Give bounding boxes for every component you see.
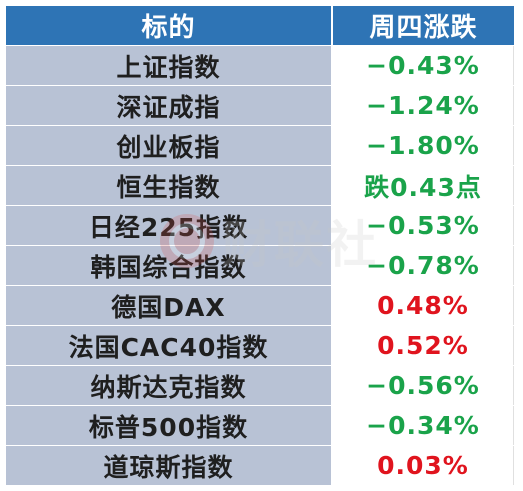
index-change-cell: 0.48% [333, 286, 514, 325]
table-row: 德国DAX 0.48% [6, 286, 514, 326]
index-name-cell: 法国CAC40指数 [6, 326, 333, 365]
index-name-cell: 深证成指 [6, 86, 333, 125]
header-change-cell: 周四涨跌 [333, 6, 514, 45]
index-change-cell: −0.56% [333, 366, 514, 405]
index-name-cell: 创业板指 [6, 126, 333, 165]
table-header-row: 标的 周四涨跌 [6, 6, 514, 46]
table-row: 纳斯达克指数 −0.56% [6, 366, 514, 406]
index-name-cell: 日经225指数 [6, 206, 333, 245]
index-change-cell: 0.03% [333, 446, 514, 485]
index-name-cell: 道琼斯指数 [6, 446, 333, 485]
index-name-cell: 恒生指数 [6, 166, 333, 205]
index-change-cell: 0.52% [333, 326, 514, 365]
index-change-cell: −0.34% [333, 406, 514, 445]
table-row: 深证成指 −1.24% [6, 86, 514, 126]
table-row: 道琼斯指数 0.03% [6, 446, 514, 485]
table-row: 韩国综合指数 −0.78% [6, 246, 514, 286]
header-name-cell: 标的 [6, 6, 333, 45]
index-change-cell: 跌0.43点 [333, 166, 514, 205]
index-change-cell: −0.43% [333, 46, 514, 85]
table-row: 标普500指数 −0.34% [6, 406, 514, 446]
index-change-cell: −1.24% [333, 86, 514, 125]
table-row: 创业板指 −1.80% [6, 126, 514, 166]
index-change-cell: −0.53% [333, 206, 514, 245]
index-name-cell: 德国DAX [6, 286, 333, 325]
index-name-cell: 纳斯达克指数 [6, 366, 333, 405]
index-name-cell: 标普500指数 [6, 406, 333, 445]
index-name-cell: 上证指数 [6, 46, 333, 85]
table-row: 法国CAC40指数 0.52% [6, 326, 514, 366]
index-name-cell: 韩国综合指数 [6, 246, 333, 285]
index-change-cell: −1.80% [333, 126, 514, 165]
index-change-cell: −0.78% [333, 246, 514, 285]
index-change-table: 标的 周四涨跌 上证指数 −0.43% 深证成指 −1.24% 创业板指 −1.… [5, 5, 515, 486]
table-row: 上证指数 −0.43% [6, 46, 514, 86]
table-row: 日经225指数 −0.53% [6, 206, 514, 246]
table-row: 恒生指数 跌0.43点 [6, 166, 514, 206]
